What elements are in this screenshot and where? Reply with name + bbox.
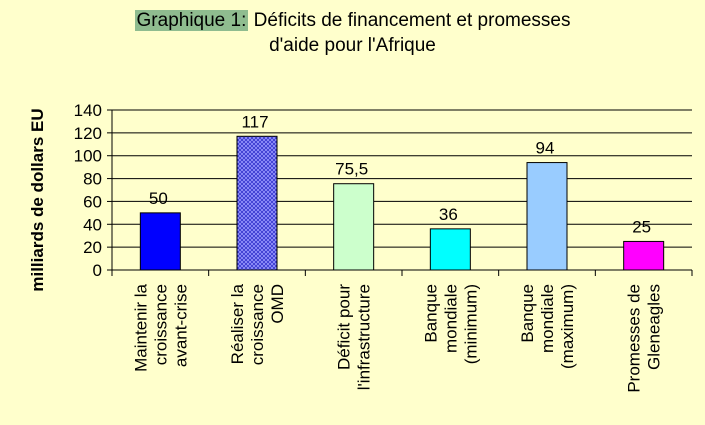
data-label: 94 (536, 139, 555, 158)
x-tick-label-line: mondiale (441, 284, 460, 353)
x-tick-label-line: Banque (518, 284, 537, 343)
x-tick-label-line: mondiale (538, 284, 557, 353)
chart-title-line2: d'aide pour l'Afrique (269, 35, 436, 56)
x-tick-label: Déficit pour l'infrastructure (335, 284, 374, 391)
y-tick-label: 40 (83, 215, 102, 234)
x-tick-label-line: Réaliser la (228, 283, 247, 364)
x-tick-label-line: Banque (421, 284, 440, 343)
y-tick-label: 0 (93, 261, 102, 280)
x-tick-label-line: l'infrastructure (355, 284, 374, 390)
bar (623, 240, 665, 271)
bar (236, 135, 278, 271)
plot-area (112, 110, 692, 270)
data-label: 50 (149, 189, 168, 208)
y-tick-label: 140 (74, 101, 102, 120)
chart-title-prefix: Graphique 1: (134, 10, 249, 31)
y-tick-label: 120 (74, 124, 102, 143)
y-tick-label: 100 (74, 147, 102, 166)
data-label: 117 (241, 112, 268, 131)
bar (139, 212, 181, 271)
x-tick-label-line: Maintenir la (131, 283, 150, 371)
x-tick-label: Banque mondiale (minimum) (421, 284, 480, 364)
x-tick-label-line: Déficit pour (335, 284, 354, 370)
y-tick-label: 80 (83, 170, 102, 189)
x-tick-label: Banque mondiale (maximum) (518, 284, 577, 369)
x-tick-label: Promesses de Gleneagles (625, 284, 664, 393)
y-tick-label: 20 (83, 238, 102, 257)
x-tick-label-line: Promesses de (625, 284, 644, 393)
x-tick-label-line: OMD (268, 284, 287, 324)
chart-title-line1: Déficits de financement et promesses (248, 10, 571, 31)
x-tick-label-line: (minimum) (461, 284, 480, 364)
x-tick-label-line: avant-crise (171, 284, 190, 367)
x-tick-label-line: Gleneagles (645, 284, 664, 370)
x-tick-label-line: (maximum) (558, 284, 577, 369)
bar (526, 162, 568, 271)
y-axis-title: milliards de dollars EU (28, 108, 47, 291)
x-tick-label: Maintenir la croissance avant-crise (131, 283, 190, 371)
y-tick-label: 60 (83, 192, 102, 211)
bar (333, 183, 375, 271)
chart-title: Graphique 1: Déficits de financement et … (0, 8, 705, 58)
x-tick-label-line: croissance (151, 284, 170, 365)
data-label: 25 (632, 217, 651, 236)
bar (429, 228, 471, 271)
data-label: 36 (439, 205, 458, 224)
x-tick-label-line: croissance (248, 284, 267, 365)
data-label: 75,5 (335, 160, 368, 179)
x-tick-label: Réaliser la croissance OMD (228, 283, 287, 365)
